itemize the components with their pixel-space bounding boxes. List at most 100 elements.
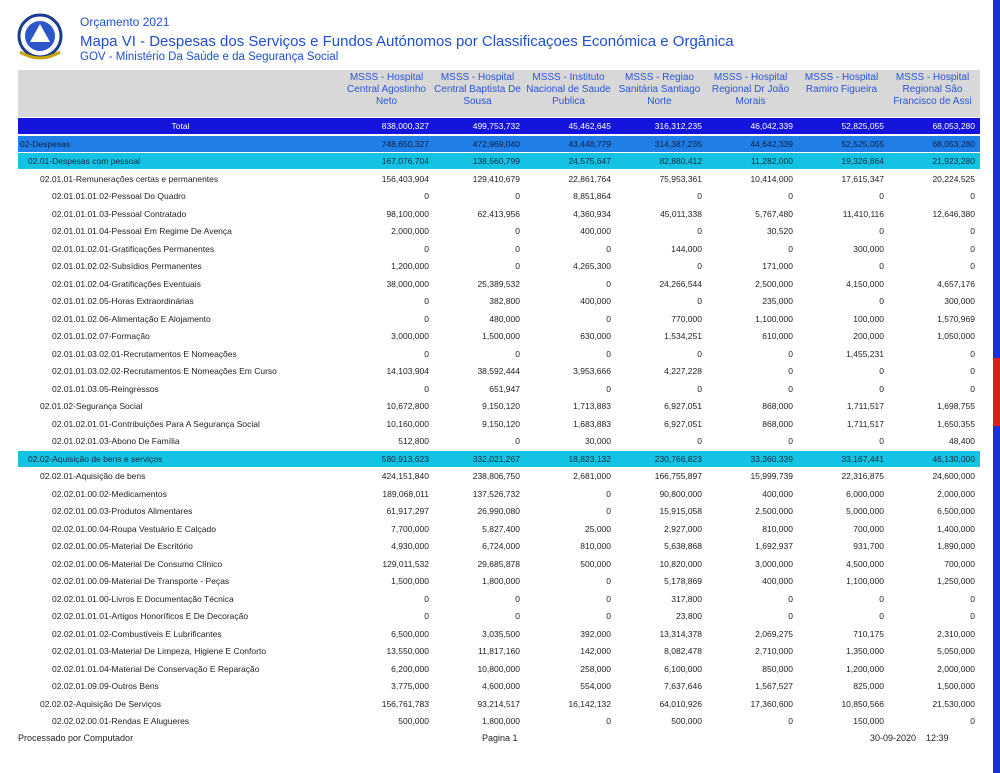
- cell-value: 0: [515, 348, 520, 359]
- row-label: 02.01.01.02.04-Gratificações Eventuais: [52, 278, 201, 289]
- cell-value: 137,526,732: [472, 488, 520, 499]
- cell-value: 554,000: [580, 681, 611, 691]
- cell-value: 0: [424, 243, 429, 254]
- cell-value: 62,413,956: [477, 208, 520, 219]
- cell-value: 6,000,000: [846, 488, 884, 499]
- row-label: 02.01.01.03.02.02-Recrutamentos E Nomeaç…: [52, 366, 277, 376]
- table-row: 02.01.02.01.03-Abono De Família 512,800 0 3…: [18, 433, 980, 449]
- cell-value: 15,915,058: [659, 506, 702, 516]
- footer-page: Pagina 1: [482, 733, 518, 743]
- cell-value: 1,100,000: [755, 313, 793, 324]
- table-row: 02.02.01.09.09-Outros Bens 3,775,000 4,600…: [18, 678, 980, 694]
- cell-value: 0: [515, 436, 520, 446]
- row-label: 02.02.01.01.01-Artigos Honoríficos E De …: [52, 611, 249, 621]
- cell-value: 189,068,011: [382, 488, 429, 499]
- table-row: 02.02.02-Aquisição De Serviços 156,761,78…: [18, 696, 980, 712]
- cell-value: 156,403,904: [381, 173, 429, 184]
- cell-value: 230,766,823: [654, 453, 702, 464]
- cell-value: 33,360,339: [750, 453, 793, 464]
- cell-value: 75,953,361: [659, 173, 702, 184]
- table-row: 02.02.01.00.09-Material De Transporte - …: [18, 573, 980, 589]
- cell-value: 1,500,000: [482, 331, 520, 341]
- cell-value: 24,575,647: [568, 156, 611, 166]
- cell-value: 0: [515, 611, 520, 621]
- cell-value: 10,414,000: [750, 173, 793, 184]
- cell-value: 1,500,000: [391, 576, 429, 586]
- cell-value: 52,525,055: [841, 138, 884, 149]
- table-row: 02.01.01.02.06-Alimentação E Alojamento 0…: [18, 311, 980, 327]
- row-label: 02.02.01.01.00-Livros E Documentação Téc…: [52, 593, 234, 604]
- cell-value: 868,000: [762, 401, 793, 411]
- cell-value: 20,224,525: [932, 173, 975, 184]
- title: Mapa VI - Despesas dos Serviços e Fundos…: [80, 33, 734, 50]
- cell-value: 11,410,116: [842, 208, 884, 219]
- row-label: 02.01.02.01.03-Abono De Família: [52, 436, 180, 446]
- cell-value: 17,615,347: [841, 173, 884, 184]
- cell-value: 235,000: [762, 296, 793, 306]
- cell-value: 10,160,000: [386, 418, 429, 429]
- row-label: 02.01.01.02.02-Subsídios Permanentes: [52, 261, 202, 271]
- row-label: 02.01.02-Segurança Social: [40, 401, 143, 411]
- cell-value: 43,448,779: [568, 138, 611, 149]
- cell-value: 1,567,527: [755, 681, 793, 691]
- header-band: [18, 70, 980, 117]
- cell-value: 46,042,339: [750, 121, 793, 131]
- cell-value: 33,167,441: [841, 453, 884, 464]
- cell-value: 0: [879, 436, 884, 446]
- cell-value: 6,927,051: [664, 418, 702, 429]
- table-row: 02.01-Despesas com pessoal 167,076,704 138…: [18, 153, 980, 169]
- cell-value: 810,000: [762, 523, 793, 534]
- cell-value: 0: [970, 366, 975, 376]
- row-label: 02.02.01.00.03-Produtos Alimentares: [52, 506, 193, 516]
- cell-value: 167,076,704: [381, 156, 429, 166]
- cell-value: 25,000: [585, 523, 611, 534]
- subtitle: GOV - Ministério Da Saúde e da Segurança…: [80, 51, 339, 63]
- cell-value: 44,642,339: [750, 138, 793, 149]
- cell-value: 46,130,000: [932, 453, 975, 464]
- cell-value: 825,000: [853, 681, 884, 691]
- cell-value: 0: [879, 261, 884, 271]
- cell-value: 512,800: [398, 436, 429, 446]
- cell-value: 1,050,000: [937, 331, 975, 341]
- cell-value: 1,650,355: [937, 418, 975, 429]
- cell-value: 0: [697, 226, 702, 236]
- cell-value: 868,000: [762, 418, 793, 429]
- cell-value: 0: [424, 191, 429, 201]
- row-label: 02.01.01.02.05-Horas Extraordinárias: [52, 296, 194, 306]
- table-row: 02.01.01.02.04-Gratificações Eventuais 38…: [18, 276, 980, 292]
- table-row: 02.02.01.01.03-Material De Limpeza, Higi…: [18, 643, 980, 659]
- cell-value: 0: [515, 226, 520, 236]
- cell-value: 45,011,338: [660, 208, 702, 219]
- cell-value: 0: [788, 243, 793, 254]
- cell-value: 1,200,000: [391, 261, 429, 271]
- cell-value: 258,000: [580, 663, 611, 674]
- column-header: MSSS - Hospital Central Baptista De Sous…: [434, 72, 521, 107]
- cell-value: 0: [879, 383, 884, 394]
- table-row: 02.01.01.03.05-Reingressos 0 651,947 0 0 0 0 0: [18, 381, 980, 397]
- cell-value: 424,151,840: [381, 471, 429, 481]
- cell-value: 29,685,878: [477, 558, 520, 569]
- row-label: 02.02.01.09.09-Outros Bens: [52, 681, 159, 691]
- cell-value: 300,000: [944, 296, 975, 306]
- table-row: 02.02.01.00.04-Roupa Vestuário E Calçado…: [18, 521, 980, 537]
- cell-value: 1,800,000: [482, 576, 520, 586]
- cell-value: 0: [788, 611, 793, 621]
- table-row: 02.01.01.01.02-Pessoal Do Quadro 0 0 8,851,…: [18, 188, 980, 204]
- cell-value: 21,530,000: [932, 698, 975, 709]
- cell-value: 810,000: [580, 541, 611, 551]
- cell-value: 9,150,120: [482, 418, 520, 429]
- cell-value: 2,500,000: [755, 506, 793, 516]
- cell-value: 400,000: [762, 488, 793, 499]
- cell-value: 30,000: [585, 436, 611, 446]
- table-row: 02.02.01.00.05-Material De Escritório 4,9…: [18, 538, 980, 554]
- row-label: 02.01.01.01.02-Pessoal Do Quadro: [52, 191, 186, 201]
- cell-value: 1,890,000: [937, 541, 975, 551]
- cell-value: 13,314,378: [659, 628, 702, 639]
- cell-value: 26,990,080: [477, 506, 520, 516]
- row-label: 02.01.01.01.04-Pessoal Em Regime De Aven…: [52, 226, 232, 236]
- cell-value: 5,178,869: [664, 576, 702, 586]
- row-label: 02.02.01.00.04-Roupa Vestuário E Calçado: [52, 523, 216, 534]
- cell-value: 4,150,000: [846, 278, 884, 289]
- row-label: 02.02.01.00.02-Medicamentos: [52, 488, 167, 499]
- cell-value: 0: [788, 593, 793, 604]
